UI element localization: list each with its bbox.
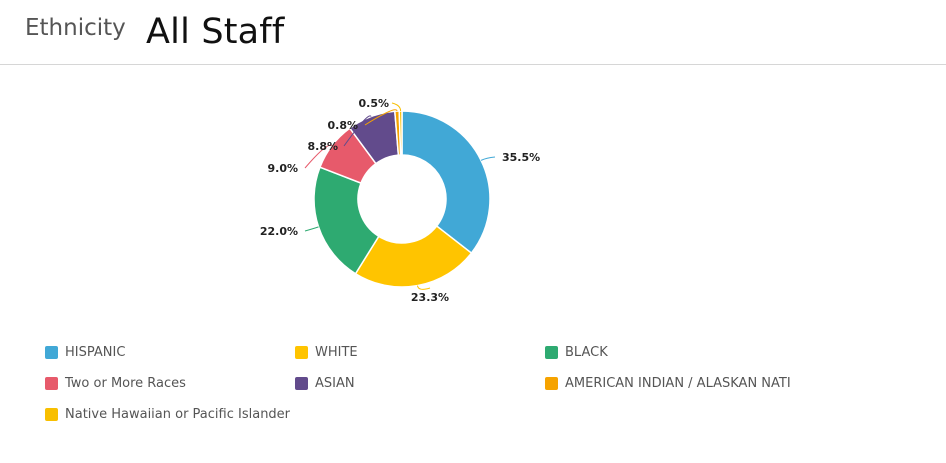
leader-line: [304, 144, 333, 169]
data-label: 22.0%: [260, 225, 298, 238]
slice-native-hawaiian-or-pacific-islander[interactable]: [398, 110, 403, 156]
data-label: 0.5%: [358, 97, 389, 110]
page-title: All Staff: [146, 12, 285, 52]
legend-item[interactable]: ASIAN: [295, 373, 355, 393]
data-label: 0.8%: [327, 119, 358, 132]
legend-label: AMERICAN INDIAN / ALASKAN NATI: [565, 375, 791, 391]
legend-label: HISPANIC: [65, 344, 126, 360]
page-header: Ethnicity All Staff: [0, 0, 946, 65]
slice-white[interactable]: [354, 224, 473, 288]
data-labels: 35.5% 23.3% 22.0% 9.0% 8.8% 0.8%0.5%: [260, 97, 540, 304]
legend-swatch: [295, 345, 308, 359]
data-label: 8.8%: [307, 140, 338, 153]
legend-item[interactable]: Native Hawaiian or Pacific Islander: [45, 404, 290, 424]
legend-item[interactable]: WHITE: [295, 342, 358, 362]
legend-label: WHITE: [315, 344, 358, 360]
legend-label: BLACK: [565, 344, 608, 360]
donut-slices: [313, 110, 491, 288]
slice-hispanic[interactable]: [401, 110, 491, 255]
data-label: 9.0%: [267, 162, 298, 175]
legend-swatch: [545, 376, 558, 390]
data-label: 23.3%: [411, 291, 449, 304]
data-label: 35.5%: [502, 151, 540, 164]
legend-swatch: [45, 407, 58, 421]
legend-swatch: [45, 376, 58, 390]
leader-line: [416, 285, 431, 290]
legend-item[interactable]: HISPANIC: [45, 342, 125, 362]
legend-swatch: [295, 376, 308, 390]
leader-line: [364, 109, 398, 126]
legend-item[interactable]: BLACK: [545, 342, 608, 362]
donut-chart: 35.5% 23.3% 22.0% 9.0% 8.8% 0.8%0.5%: [260, 97, 540, 304]
leader-line: [304, 226, 319, 232]
leader-line: [391, 102, 402, 112]
legend-swatch: [45, 345, 58, 359]
legend-label: Two or More Races: [65, 375, 186, 391]
legend-label: Native Hawaiian or Pacific Islander: [65, 406, 291, 422]
label-leaders: [304, 102, 496, 290]
leader-line: [480, 156, 496, 161]
section-label: Ethnicity: [25, 15, 126, 41]
leader-line: [343, 115, 372, 147]
legend-swatch: [545, 345, 558, 359]
legend-item[interactable]: Two or More Races: [45, 373, 186, 393]
legend-item[interactable]: AMERICAN INDIAN / ALASKAN NATI: [545, 373, 791, 393]
legend-label: ASIAN: [315, 375, 355, 391]
